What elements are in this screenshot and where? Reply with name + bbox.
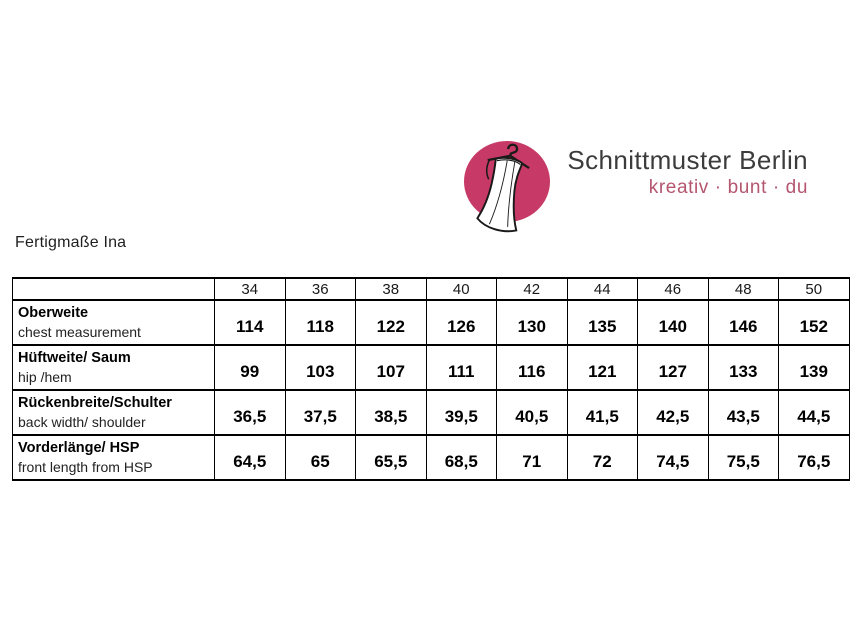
measurement-label-de: Oberweite [18, 304, 89, 321]
measurement-value-cell: 103 [284, 344, 356, 391]
measurement-label: Hüftweite/ Saum hip /hem [12, 344, 215, 391]
measurement-label: Vorderlänge/ HSP front length from HSP [12, 434, 215, 481]
measurement-value-cell: 37,5 [284, 389, 356, 436]
measurement-value-cell: 40,5 [496, 389, 568, 436]
measurement-value-cell: 39,5 [425, 389, 497, 436]
measurement-label: Oberweite chest measurement [12, 299, 215, 346]
measurement-value-cell: 135 [566, 299, 638, 346]
measurement-label-de: Vorderlänge/ HSP [18, 439, 140, 456]
measurement-value-cell: 107 [355, 344, 427, 391]
measurement-label-en: back width/ shoulder [18, 413, 146, 430]
size-column-header: 48 [707, 277, 779, 301]
measurement-value-cell: 76,5 [778, 434, 850, 481]
measurement-label-de: Rückenbreite/Schulter [18, 394, 172, 411]
measurement-value-cell: 43,5 [707, 389, 779, 436]
measurement-value-cell: 118 [284, 299, 356, 346]
measurement-label-de: Hüftweite/ Saum [18, 349, 131, 366]
measurement-value-cell: 42,5 [637, 389, 709, 436]
table-row-vorderlaenge: Vorderlänge/ HSP front length from HSP 6… [12, 434, 850, 481]
size-header-row: 34 36 38 40 42 44 46 48 50 [12, 277, 850, 301]
size-column-header: 34 [214, 277, 286, 301]
measurement-value-cell: 71 [496, 434, 568, 481]
size-column-header: 42 [496, 277, 568, 301]
table-row-hueftweite: Hüftweite/ Saum hip /hem 99 103 107 111 … [12, 344, 850, 391]
size-column-header: 40 [425, 277, 497, 301]
measurement-label-en: front length from HSP [18, 458, 153, 475]
measurement-label-en: hip /hem [18, 368, 72, 385]
measurement-value-cell: 72 [566, 434, 638, 481]
measurement-value-cell: 99 [214, 344, 286, 391]
measurement-value-cell: 44,5 [778, 389, 850, 436]
size-column-header: 46 [637, 277, 709, 301]
brand-name: Schnittmuster Berlin [567, 145, 808, 175]
measurement-value-cell: 68,5 [425, 434, 497, 481]
measurement-value-cell: 122 [355, 299, 427, 346]
logo-text-block: Schnittmuster Berlin kreativ · bunt · du [516, 146, 808, 198]
measurement-value-cell: 127 [637, 344, 709, 391]
size-column-header: 36 [284, 277, 356, 301]
measurement-value-cell: 121 [566, 344, 638, 391]
measurement-value-cell: 130 [496, 299, 568, 346]
measurement-value-cell: 41,5 [566, 389, 638, 436]
measurement-value-cell: 133 [707, 344, 779, 391]
measurement-value-cell: 114 [214, 299, 286, 346]
measurement-value-cell: 36,5 [214, 389, 286, 436]
measurement-value-cell: 139 [778, 344, 850, 391]
measurement-value-cell: 64,5 [214, 434, 286, 481]
measurement-value-cell: 140 [637, 299, 709, 346]
size-column-header: 38 [355, 277, 427, 301]
measurement-value-cell: 111 [425, 344, 497, 391]
table-corner-cell [12, 277, 215, 301]
measurement-value-cell: 74,5 [637, 434, 709, 481]
table-row-oberweite: Oberweite chest measurement 114 118 122 … [12, 299, 850, 346]
measurement-value-cell: 65 [284, 434, 356, 481]
page-title: Fertigmaße Ina [15, 234, 127, 251]
measurement-label-en: chest measurement [18, 323, 141, 340]
measurement-value-cell: 38,5 [355, 389, 427, 436]
measurement-value-cell: 116 [496, 344, 568, 391]
measurement-table: 34 36 38 40 42 44 46 48 50 Oberweite che… [12, 277, 850, 481]
measurement-value-cell: 75,5 [707, 434, 779, 481]
size-column-header: 44 [566, 277, 638, 301]
brand-tagline: kreativ · bunt · du [648, 177, 808, 198]
size-column-header: 50 [778, 277, 850, 301]
dress-on-hanger-icon [476, 143, 530, 233]
measurement-label: Rückenbreite/Schulter back width/ should… [12, 389, 215, 436]
measurement-value-cell: 146 [707, 299, 779, 346]
measurement-value-cell: 126 [425, 299, 497, 346]
table-row-rueckenbreite: Rückenbreite/Schulter back width/ should… [12, 389, 850, 436]
measurement-value-cell: 65,5 [355, 434, 427, 481]
measurement-value-cell: 152 [778, 299, 850, 346]
